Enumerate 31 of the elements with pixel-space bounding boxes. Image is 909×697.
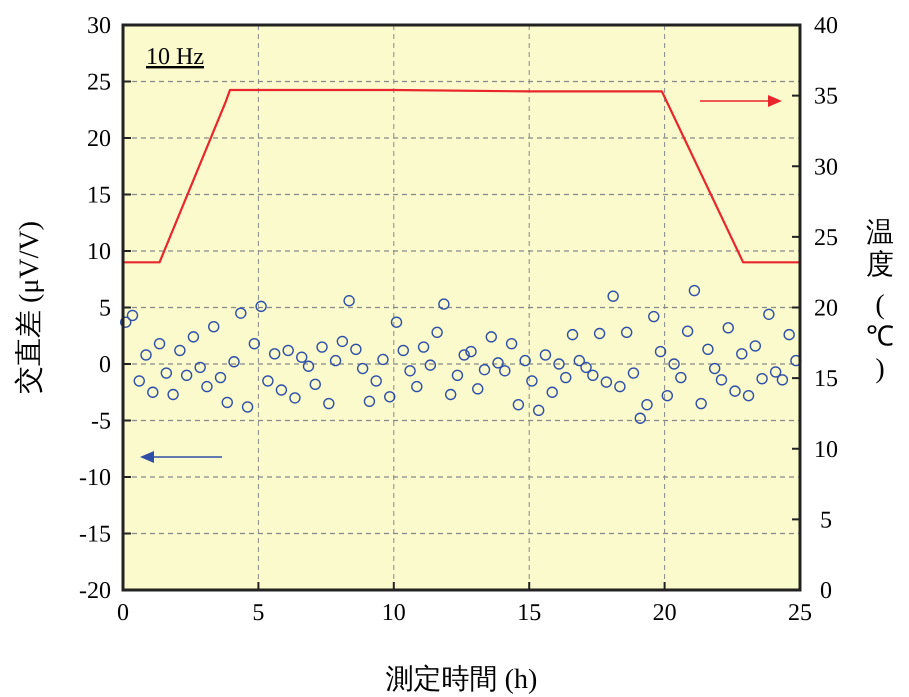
y2-tick-label: 25 [814, 224, 838, 251]
x-tick-label: 20 [652, 600, 677, 626]
y2-tick-label: 5 [820, 507, 832, 534]
y-tick-label: 10 [87, 239, 111, 265]
y-tick-label: 25 [87, 70, 111, 96]
y-tick-label: 15 [87, 182, 111, 208]
y2-tick-label: 10 [814, 436, 838, 463]
y2-tick-label: 35 [814, 84, 838, 110]
y2-axis-title: 温度 (℃) [866, 218, 894, 384]
y-tick-label: -20 [79, 578, 111, 604]
y2-tick-label: 15 [814, 366, 838, 392]
y2-tick-label: 30 [814, 154, 838, 180]
y2-tick-label: 20 [814, 296, 838, 322]
x-axis-title: 測定時間 (h) [386, 664, 538, 695]
y-tick-label: -15 [79, 522, 111, 548]
y-tick-label: -5 [91, 408, 111, 434]
x-tick-label: 25 [788, 600, 812, 626]
annotation: 10 Hz [146, 44, 204, 70]
y-tick-label: 20 [87, 126, 111, 152]
y2-tick-label: 0 [820, 578, 832, 604]
y-tick-label: 5 [99, 296, 111, 322]
x-tick-label: 5 [252, 600, 264, 626]
x-tick-label: 10 [382, 600, 406, 626]
x-tick-label: 0 [117, 600, 129, 626]
y-tick-label: 0 [99, 352, 111, 378]
y2-tick-label: 40 [814, 13, 838, 39]
y-axis-title: 交直差 (μV/V) [14, 221, 45, 394]
line-series [123, 88, 800, 264]
y-tick-label: -10 [79, 465, 111, 491]
x-tick-label: 15 [517, 600, 542, 626]
y-tick-label: 30 [87, 13, 111, 39]
